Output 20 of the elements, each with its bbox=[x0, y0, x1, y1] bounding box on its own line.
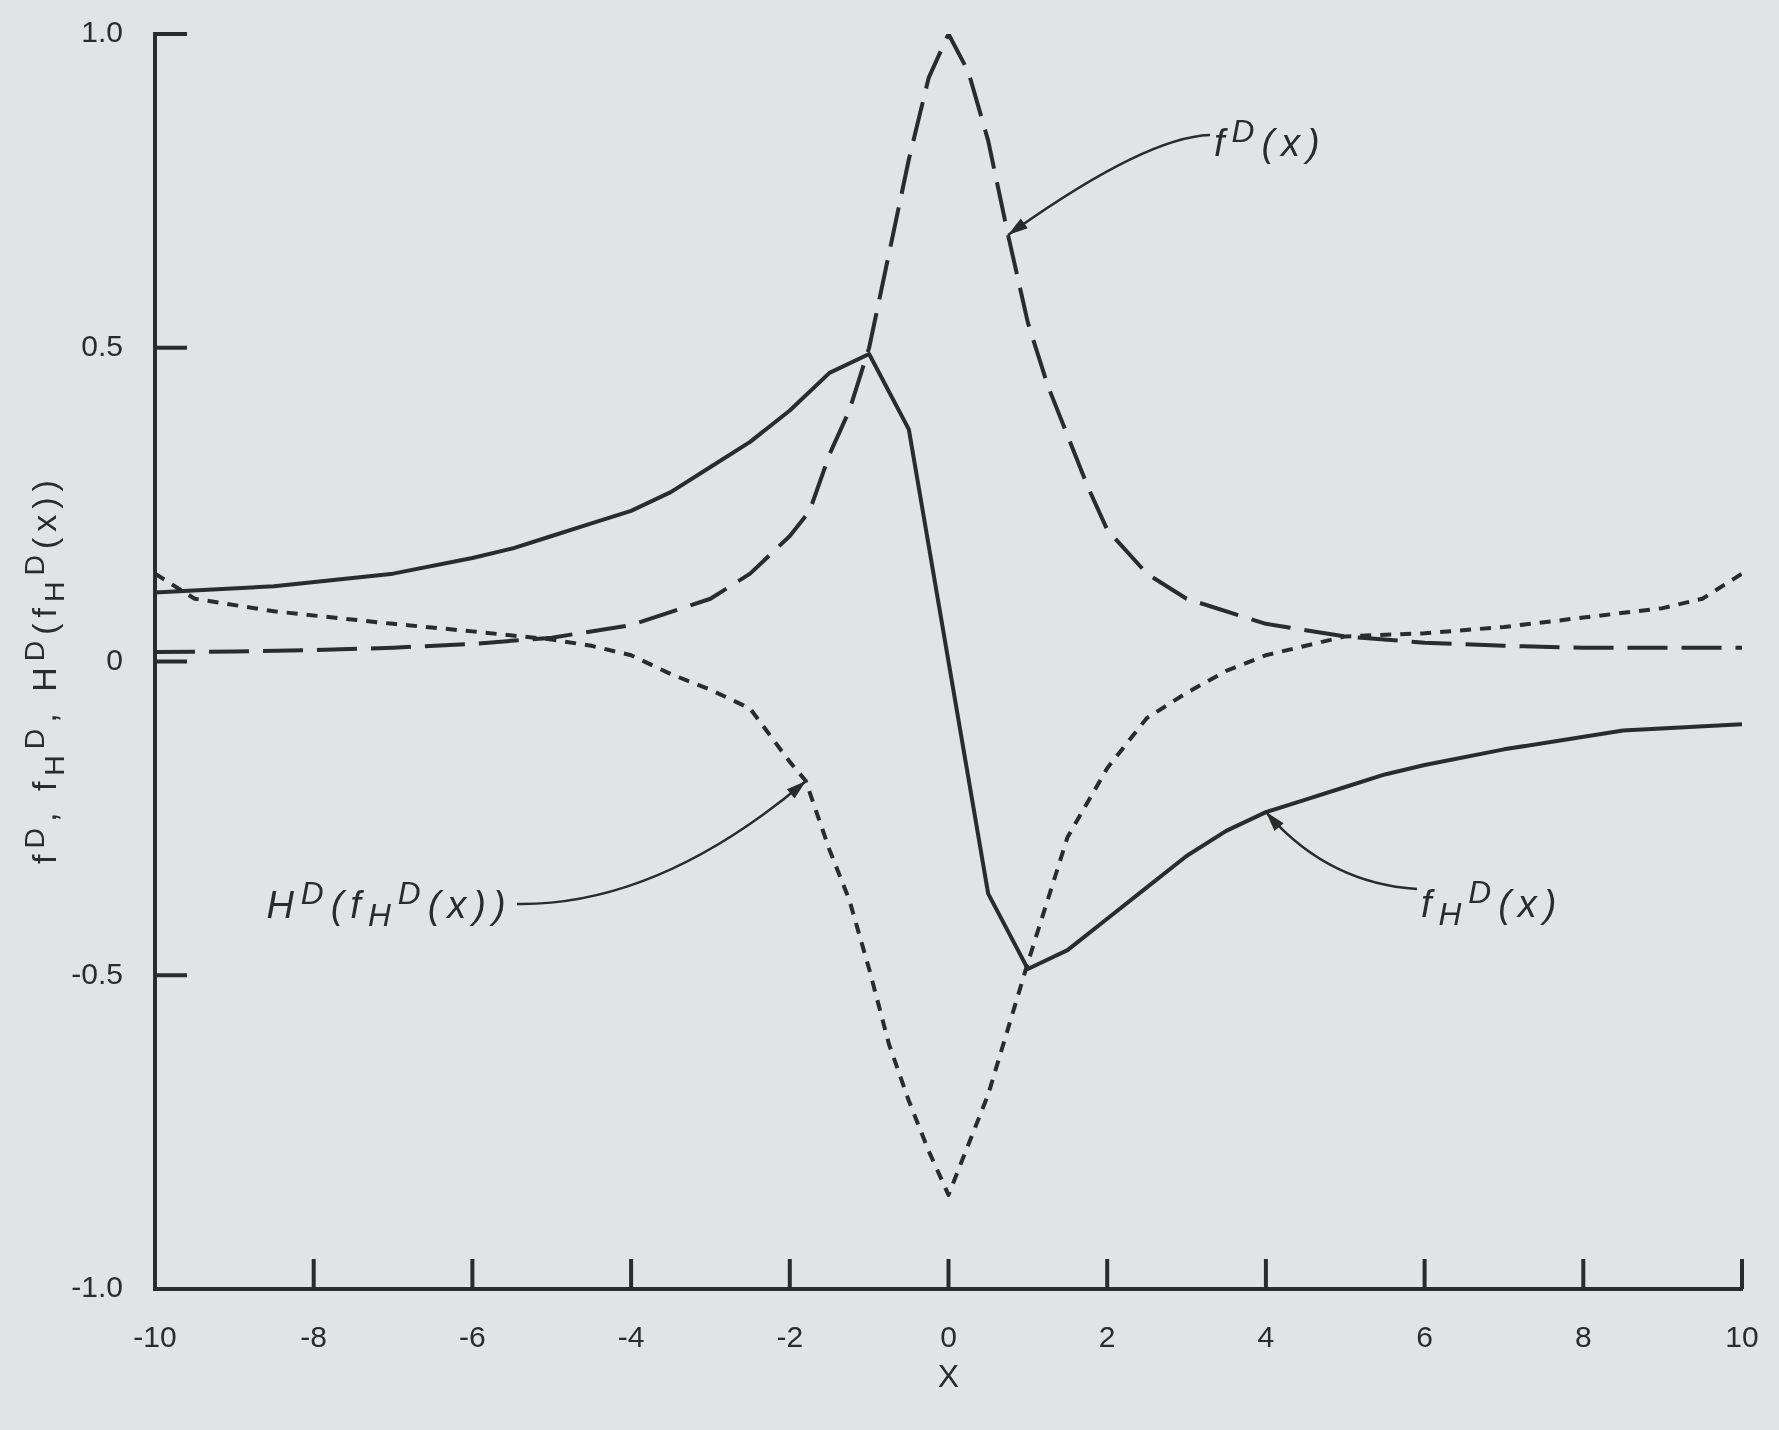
annotation: f$_{H}$$^{D}$(x) bbox=[1420, 872, 1564, 934]
x-tick-label: -2 bbox=[776, 1320, 804, 1354]
x-tick-label: -4 bbox=[617, 1320, 645, 1354]
x-tick-label: 10 bbox=[1725, 1320, 1759, 1354]
x-axis-title: X bbox=[937, 1357, 960, 1394]
annotation: f$^{D}$(x) bbox=[1214, 111, 1327, 166]
x-tick-label: 4 bbox=[1257, 1320, 1275, 1354]
y-tick-label: 0.5 bbox=[81, 329, 123, 363]
annotation: H$^{D}$(f$_{H}$$^{D}$(x)) bbox=[266, 873, 513, 934]
y-tick-label: 1.0 bbox=[81, 15, 123, 49]
x-tick-label: -8 bbox=[300, 1320, 328, 1354]
y-tick-label: -0.5 bbox=[71, 956, 123, 990]
y-tick-label: -1.0 bbox=[71, 1270, 123, 1304]
x-tick-label: 0 bbox=[940, 1320, 957, 1354]
x-tick-label: 2 bbox=[1098, 1320, 1116, 1354]
x-tick-label: -6 bbox=[459, 1320, 486, 1354]
x-tick-label: 8 bbox=[1574, 1320, 1592, 1354]
y-tick-label: 0 bbox=[106, 642, 123, 676]
x-tick-label: 6 bbox=[1416, 1320, 1433, 1354]
x-tick-label: -10 bbox=[133, 1320, 177, 1354]
